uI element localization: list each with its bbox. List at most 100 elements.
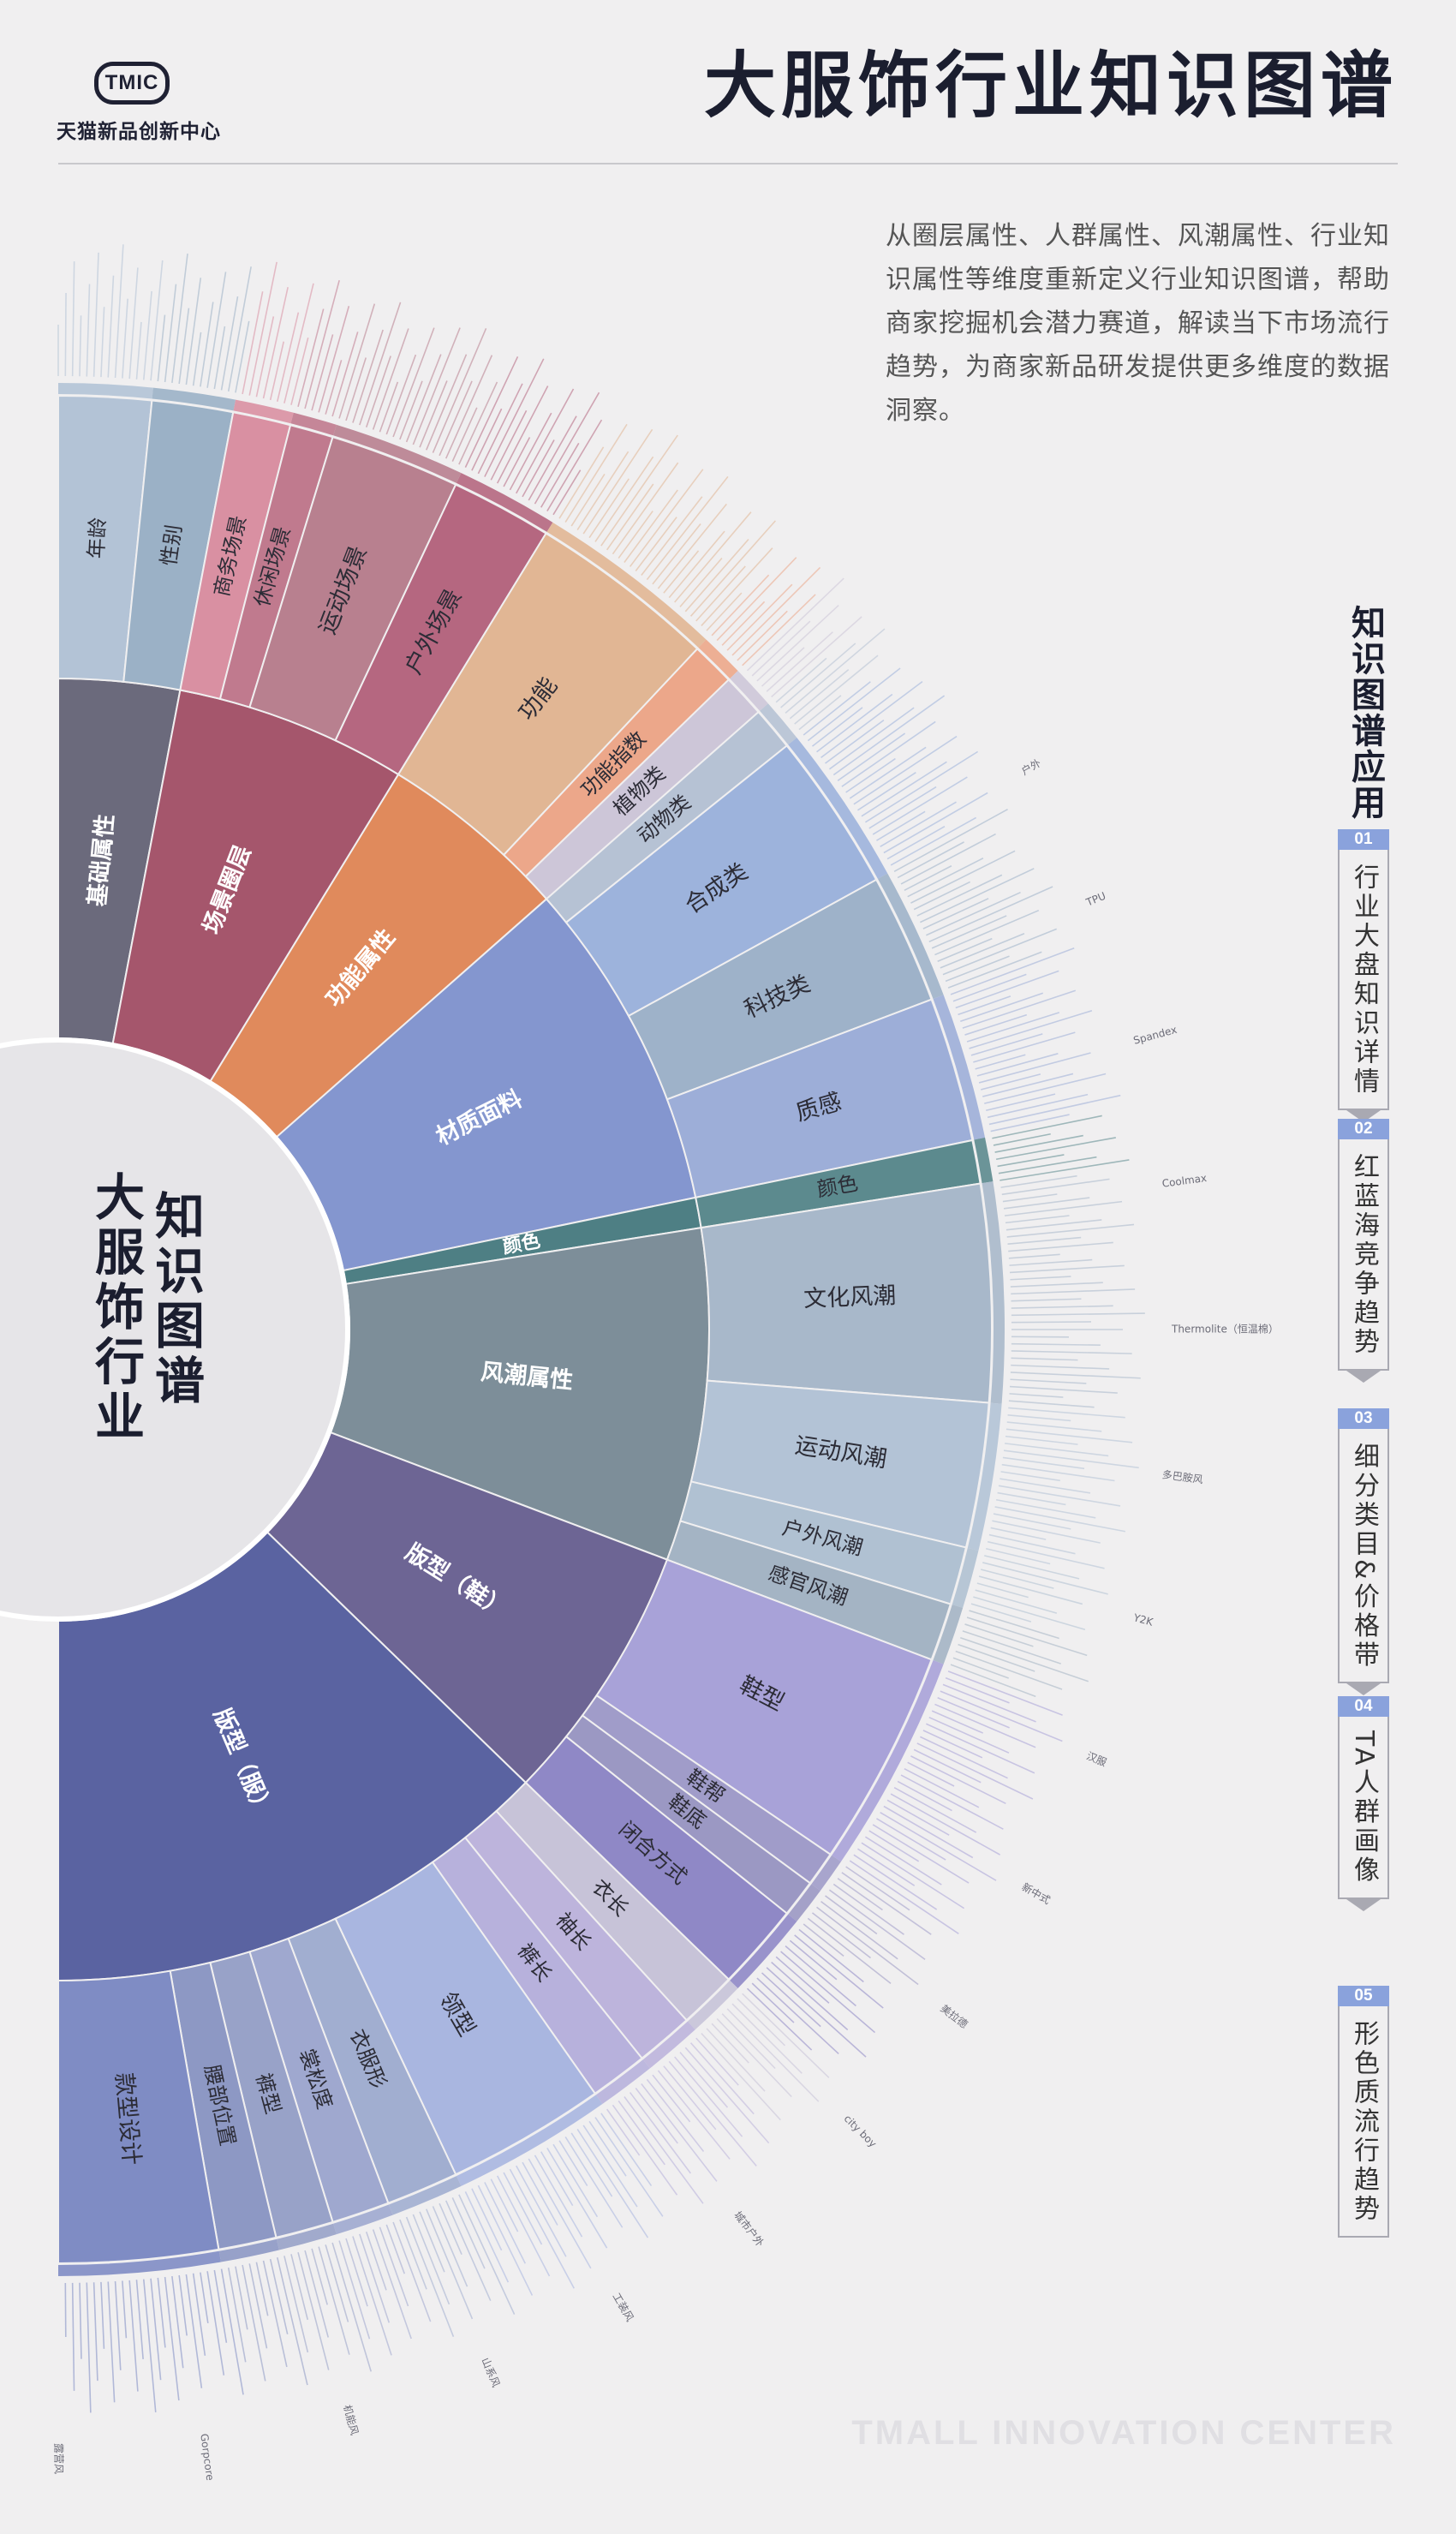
outer-bar (684, 2047, 770, 2144)
outer-label: Gorpcore (198, 2433, 216, 2482)
outer-bar (998, 1485, 1121, 1507)
accent-ring-segment (456, 473, 553, 532)
application-item[interactable]: 03 细分类目&价格带 (1338, 1408, 1389, 1696)
outer-bar (338, 2240, 371, 2340)
outer-bar (1008, 1400, 1095, 1408)
accent-ring-segment (152, 387, 236, 411)
outer-bar (558, 446, 605, 519)
accent-ring-segment (333, 424, 462, 483)
outer-bar (684, 538, 749, 613)
outer-bar (820, 680, 923, 759)
outer-bar (663, 2065, 717, 2131)
outer-bar (318, 306, 350, 413)
outer-bar (1011, 1342, 1101, 1347)
accent-ring-segment (233, 399, 294, 424)
outer-bar (980, 1073, 1041, 1091)
outer-bar (629, 469, 704, 567)
svg-text:识: 识 (155, 1242, 205, 1300)
outer-bar (612, 462, 679, 555)
outer-bar (893, 1787, 977, 1833)
outer-bar (534, 391, 600, 505)
outer-bar (496, 2175, 551, 2277)
outer-bar (242, 291, 264, 395)
outer-bar (825, 1895, 878, 1935)
application-item[interactable]: 01 行业大盘知识详情 (1338, 829, 1389, 1122)
outer-bar (283, 283, 314, 403)
outer-bar (940, 932, 1025, 969)
outer-bar (811, 707, 863, 747)
application-item[interactable]: 02 红蓝海竞争趋势 (1338, 1119, 1389, 1383)
outer-bar (471, 408, 503, 471)
outer-bar (359, 302, 402, 426)
accent-ring-segment (58, 2250, 221, 2276)
application-item[interactable]: 04 TA人群画像 (1338, 1696, 1389, 1911)
outer-bar (780, 642, 856, 708)
outer-bar (853, 1854, 938, 1910)
outer-bar (657, 503, 727, 589)
outer-bar (994, 1506, 1126, 1533)
outer-bar (1010, 1276, 1071, 1281)
outer-label: 城市户外 (731, 2208, 767, 2249)
outer-bar (1006, 1421, 1102, 1432)
outer-bar (746, 1987, 813, 2051)
outer-bar (828, 1889, 926, 1960)
accent-ring-segment (832, 1659, 944, 1862)
outer-bar (711, 2023, 749, 2064)
outer-bar (477, 2184, 534, 2296)
outer-bar (1005, 1428, 1133, 1443)
outer-bar (1002, 1456, 1085, 1470)
outer-bar (825, 719, 885, 764)
outer-bar (798, 695, 842, 731)
outer-bar (1009, 1258, 1093, 1266)
outer-bar (248, 2263, 268, 2349)
outer-bar (872, 776, 968, 835)
outer-bar (920, 1736, 1008, 1779)
outer-bar (509, 412, 552, 491)
outer-bar (399, 380, 423, 440)
outer-bar (992, 1520, 1101, 1544)
outer-bar (458, 381, 498, 465)
outer-bar (937, 1697, 1010, 1729)
outer-bar (164, 2276, 180, 2401)
outer-bar (576, 451, 630, 530)
outer-bar (721, 601, 766, 646)
outer-bar (973, 1596, 1086, 1631)
outer-bar (950, 1664, 1036, 1698)
outer-bar (849, 746, 927, 799)
outer-bar (1006, 1223, 1135, 1238)
outer-bar (904, 1767, 980, 1808)
application-label: 细分类目&价格带 (1349, 1443, 1379, 1670)
outer-bar (635, 517, 677, 571)
outer-bar (646, 2078, 705, 2152)
outer-bar (206, 272, 227, 388)
outer-bar (509, 2168, 575, 2289)
outer-bar (484, 2182, 526, 2264)
outer-bar (900, 833, 996, 885)
outer-bar (837, 1878, 883, 1911)
outer-bar (540, 2151, 574, 2207)
outer-bar (1002, 1193, 1058, 1203)
svg-text:知: 知 (155, 1187, 205, 1246)
outer-label: TPU (1083, 890, 1107, 909)
outer-bar (432, 2206, 468, 2287)
outer-bar (484, 358, 545, 477)
outer-bar (365, 2232, 387, 2291)
outer-bar (419, 380, 448, 448)
outer-bar (897, 1780, 952, 1812)
accent-ring-segment (760, 703, 797, 745)
outer-label: 露营风 (53, 2443, 65, 2474)
outer-label: 山系风 (479, 2356, 502, 2389)
outer-bar (171, 2275, 184, 2369)
outer-bar (311, 334, 334, 411)
outer-bar (635, 2088, 678, 2144)
outer-bar (92, 252, 99, 377)
outer-label: 新中式 (1020, 1880, 1053, 1907)
outer-label: 户外 (1019, 756, 1043, 778)
outer-bar (663, 550, 700, 594)
outer-bar (304, 2250, 330, 2338)
outer-bar (1005, 1219, 1102, 1231)
outer-bar (269, 341, 285, 401)
outer-bar (262, 287, 289, 399)
outer-bar (432, 327, 487, 453)
application-item[interactable]: 05 形色质流行趋势 (1338, 1986, 1389, 2238)
